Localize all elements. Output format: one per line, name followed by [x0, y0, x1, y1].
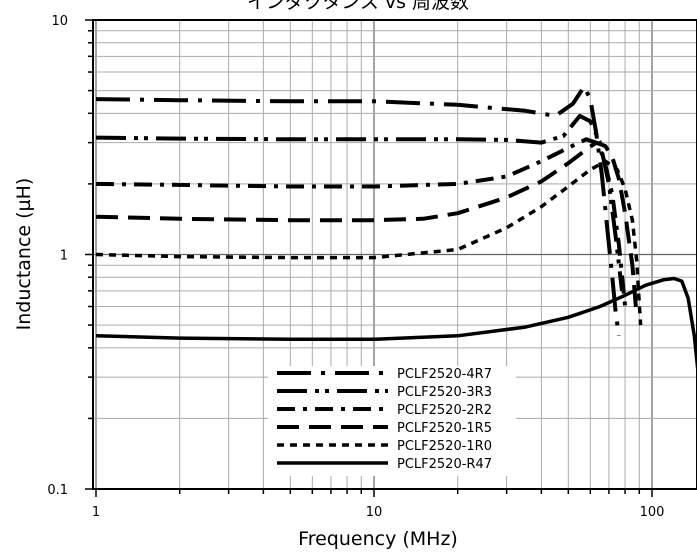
tick-labels: 1 10 100 0.1 1 10 — [47, 14, 664, 520]
legend-label: PCLF2520-3R3 — [397, 385, 492, 400]
grid — [93, 20, 697, 490]
series-lines — [95, 84, 697, 379]
legend-label: PCLF2520-4R7 — [397, 367, 492, 382]
y-axis-label: Inductance (µH) — [13, 178, 35, 331]
legend-label: PCLF2520-2R2 — [397, 403, 492, 418]
y-tick-label: 0.1 — [47, 483, 68, 498]
legend-label: PCLF2520-R47 — [397, 457, 492, 472]
x-axis-label: Frequency (MHz) — [298, 528, 458, 550]
y-tick-label: 1 — [60, 249, 68, 264]
x-tick-label: 1 — [92, 505, 100, 520]
legend-box — [268, 366, 516, 476]
x-tick-label: 100 — [640, 505, 665, 520]
axis-ticks — [85, 19, 653, 497]
y-tick-label: 10 — [51, 14, 68, 29]
legend: PCLF2520-4R7 PCLF2520-3R3 PCLF2520-2R2 PCLF… — [268, 366, 516, 476]
series-line-pclf2520-4r7 — [95, 84, 621, 337]
series-line-pclf2520-r47 — [95, 276, 697, 379]
x-tick-label: 10 — [366, 505, 383, 520]
legend-label: PCLF2520-1R5 — [397, 421, 492, 436]
legend-label: PCLF2520-1R0 — [397, 439, 492, 454]
series-line-pclf2520-2r2 — [95, 137, 628, 307]
series-line-pclf2520-1r5 — [95, 140, 639, 316]
series-line-pclf2520-1r0 — [95, 159, 643, 326]
chart-title: インダクタンス vs 周波数 — [247, 0, 469, 13]
